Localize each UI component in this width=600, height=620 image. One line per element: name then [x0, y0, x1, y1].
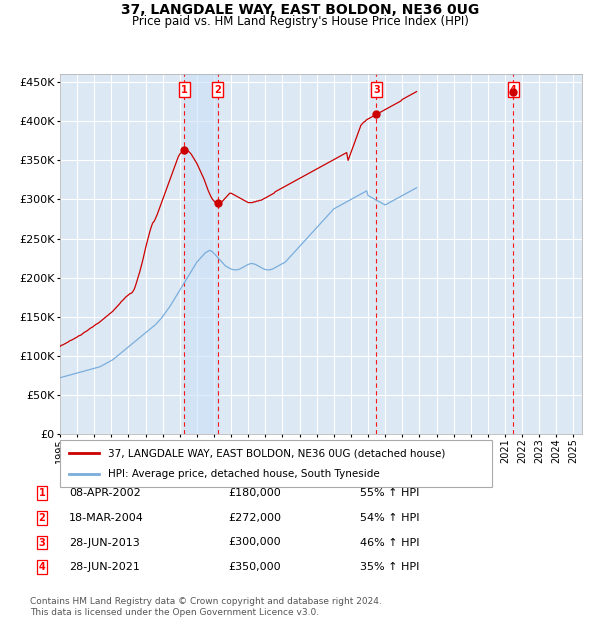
Bar	[184, 74, 218, 434]
Text: 08-APR-2002: 08-APR-2002	[69, 488, 141, 498]
Text: Price paid vs. HM Land Registry's House Price Index (HPI): Price paid vs. HM Land Registry's House …	[131, 16, 469, 29]
Text: 2: 2	[38, 513, 46, 523]
Text: 54% ↑ HPI: 54% ↑ HPI	[360, 513, 419, 523]
Text: 3: 3	[373, 84, 380, 94]
Text: 4: 4	[38, 562, 46, 572]
Text: 35% ↑ HPI: 35% ↑ HPI	[360, 562, 419, 572]
Text: 1: 1	[181, 84, 188, 94]
Text: 28-JUN-2021: 28-JUN-2021	[69, 562, 140, 572]
Text: £272,000: £272,000	[228, 513, 281, 523]
Text: £350,000: £350,000	[228, 562, 281, 572]
Text: 1: 1	[38, 488, 46, 498]
FancyBboxPatch shape	[60, 440, 492, 487]
Text: 3: 3	[38, 538, 46, 547]
Text: Contains HM Land Registry data © Crown copyright and database right 2024.
This d: Contains HM Land Registry data © Crown c…	[30, 598, 382, 617]
Text: £300,000: £300,000	[228, 538, 281, 547]
Text: £180,000: £180,000	[228, 488, 281, 498]
Text: 55% ↑ HPI: 55% ↑ HPI	[360, 488, 419, 498]
Text: 18-MAR-2004: 18-MAR-2004	[69, 513, 144, 523]
Text: 28-JUN-2013: 28-JUN-2013	[69, 538, 140, 547]
Text: 37, LANGDALE WAY, EAST BOLDON, NE36 0UG (detached house): 37, LANGDALE WAY, EAST BOLDON, NE36 0UG …	[107, 448, 445, 458]
Text: HPI: Average price, detached house, South Tyneside: HPI: Average price, detached house, Sout…	[107, 469, 379, 479]
Text: 37, LANGDALE WAY, EAST BOLDON, NE36 0UG: 37, LANGDALE WAY, EAST BOLDON, NE36 0UG	[121, 3, 479, 17]
Text: 2: 2	[214, 84, 221, 94]
Text: 4: 4	[510, 84, 517, 94]
Text: 46% ↑ HPI: 46% ↑ HPI	[360, 538, 419, 547]
